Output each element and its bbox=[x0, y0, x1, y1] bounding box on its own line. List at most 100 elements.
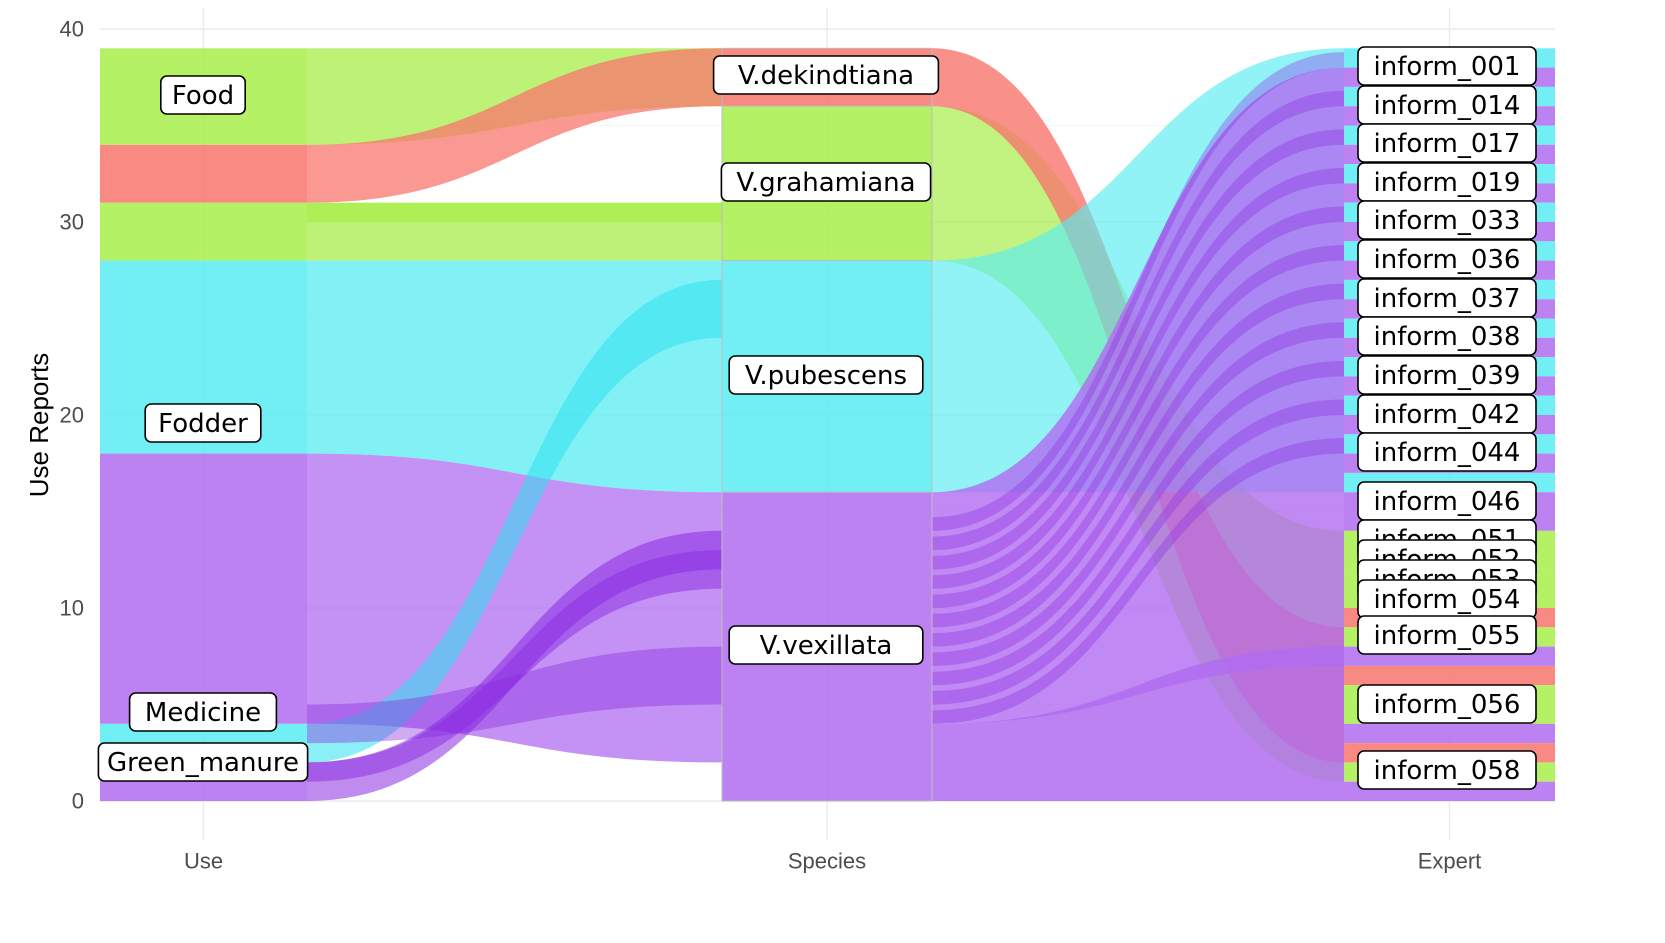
use-label-1-box bbox=[144, 403, 262, 443]
expert-label-6-group: inform_037 bbox=[1357, 278, 1537, 318]
use-label-3-group: Green_manure bbox=[97, 742, 309, 782]
expert-label-5-group: inform_036 bbox=[1357, 239, 1537, 279]
species-label-0-group: V.dekindtiana bbox=[712, 55, 940, 95]
expert-label-11-group: inform_046 bbox=[1357, 481, 1537, 521]
expert-label-6: inform_037 bbox=[1374, 284, 1521, 314]
expert-label-16-group: inform_055 bbox=[1357, 615, 1537, 655]
expert-label-8-box bbox=[1357, 355, 1537, 395]
x-tick-label: Use bbox=[184, 849, 223, 874]
flow-strand bbox=[932, 283, 1344, 647]
flow-strand bbox=[932, 52, 1344, 531]
x-tick-label: Species bbox=[788, 849, 866, 874]
y-tick-label: 40 bbox=[60, 17, 84, 42]
species-label-3-box bbox=[728, 625, 924, 665]
use-label-2-group: Medicine bbox=[128, 692, 278, 732]
flow-use-species bbox=[307, 202, 722, 222]
expert-label-4-box bbox=[1357, 200, 1537, 240]
flow-strand bbox=[932, 90, 1344, 551]
flow-strand bbox=[932, 129, 1344, 570]
flow-strand bbox=[932, 167, 1344, 589]
use-label-0-box bbox=[160, 75, 247, 115]
flow-strand bbox=[932, 322, 1344, 666]
expert-stratum bbox=[1344, 665, 1555, 686]
flow-strand bbox=[932, 399, 1344, 705]
flows bbox=[307, 48, 1344, 801]
use-label-1-group: Fodder bbox=[144, 403, 262, 443]
expert-label-3: inform_019 bbox=[1374, 168, 1521, 198]
expert-label-3-group: inform_019 bbox=[1357, 162, 1537, 202]
expert-label-5-box bbox=[1357, 239, 1537, 279]
use-label-3: Green_manure bbox=[107, 748, 299, 778]
expert-label-0-box bbox=[1357, 46, 1537, 86]
species-label-0: V.dekindtiana bbox=[738, 61, 914, 91]
expert-label-4-group: inform_033 bbox=[1357, 200, 1537, 240]
expert-label-16: inform_055 bbox=[1374, 621, 1521, 651]
species-label-2-box bbox=[728, 355, 924, 395]
use-label-0: Food bbox=[172, 81, 234, 111]
flow-use-species bbox=[307, 550, 722, 782]
expert-label-10-group: inform_044 bbox=[1357, 432, 1537, 472]
expert-label-2-box bbox=[1357, 123, 1537, 163]
expert-label-16-box bbox=[1357, 615, 1537, 655]
y-tick-label: 0 bbox=[72, 789, 84, 814]
expert-label-1-group: inform_014 bbox=[1357, 85, 1537, 125]
expert-label-2: inform_017 bbox=[1374, 129, 1521, 159]
y-axis-title: Use Reports bbox=[24, 353, 54, 498]
species-label-2: V.pubescens bbox=[745, 361, 907, 391]
species-label-1-group: V.grahamiana bbox=[720, 162, 932, 202]
species-label-3: V.vexillata bbox=[760, 631, 893, 661]
flow-strand bbox=[932, 206, 1344, 608]
x-tick-label: Expert bbox=[1418, 849, 1482, 874]
use-stratum bbox=[100, 202, 307, 261]
expert-label-0-group: inform_001 bbox=[1357, 46, 1537, 86]
flow-strand bbox=[932, 360, 1344, 686]
use-stratum bbox=[100, 144, 307, 203]
use-label-3-box bbox=[97, 742, 309, 782]
expert-label-5: inform_036 bbox=[1374, 245, 1521, 275]
expert-label-18-group: inform_058 bbox=[1357, 750, 1537, 790]
expert-label-7: inform_038 bbox=[1374, 322, 1521, 352]
expert-label-18-box bbox=[1357, 750, 1537, 790]
flow-strand bbox=[932, 245, 1344, 628]
use-label-0-group: Food bbox=[160, 75, 247, 115]
expert-label-1: inform_014 bbox=[1374, 91, 1521, 121]
expert-label-15-group: inform_054 bbox=[1357, 579, 1537, 619]
expert-label-0: inform_001 bbox=[1374, 52, 1521, 82]
species-label-0-box bbox=[712, 55, 940, 95]
species-label-1-box bbox=[720, 162, 932, 202]
axes: 0 10 20 30 40 Use Species Expert bbox=[60, 17, 1482, 874]
expert-label-15: inform_054 bbox=[1374, 585, 1521, 615]
use-label-2: Medicine bbox=[145, 698, 261, 728]
expert-label-7-box bbox=[1357, 316, 1537, 356]
use-label-2-box bbox=[128, 692, 278, 732]
expert-label-17: inform_056 bbox=[1374, 690, 1521, 720]
expert-label-9: inform_042 bbox=[1374, 400, 1521, 430]
species-label-2-group: V.pubescens bbox=[728, 355, 924, 395]
flow-use-species bbox=[307, 260, 722, 493]
flow-use-species bbox=[307, 279, 722, 763]
flow-species-expert bbox=[932, 646, 1344, 801]
expert-label-8-group: inform_039 bbox=[1357, 355, 1537, 395]
expert-label-10: inform_044 bbox=[1374, 438, 1521, 468]
flow-species-expert bbox=[932, 67, 1344, 724]
expert-label-7-group: inform_038 bbox=[1357, 316, 1537, 356]
y-tick-label: 30 bbox=[60, 210, 84, 235]
y-tick-label: 10 bbox=[60, 596, 84, 621]
expert-label-2-group: inform_017 bbox=[1357, 123, 1537, 163]
use-label-1: Fodder bbox=[158, 409, 248, 439]
stratum-labels: Food Fodder Medicine Green_manure V.dekindti… bbox=[97, 46, 1537, 790]
expert-label-8: inform_039 bbox=[1374, 361, 1521, 391]
expert-label-10-box bbox=[1357, 432, 1537, 472]
expert-label-4: inform_033 bbox=[1374, 206, 1521, 236]
expert-label-17-box bbox=[1357, 684, 1537, 724]
flow-use-species bbox=[307, 48, 722, 203]
y-tick-label: 20 bbox=[60, 403, 84, 428]
flow-strand bbox=[932, 438, 1344, 724]
expert-label-9-group: inform_042 bbox=[1357, 394, 1537, 434]
species-label-1: V.grahamiana bbox=[736, 168, 915, 198]
species-label-3-group: V.vexillata bbox=[728, 625, 924, 665]
expert-stratum bbox=[1344, 723, 1555, 744]
flow-use-species bbox=[307, 646, 722, 744]
expert-label-11: inform_046 bbox=[1374, 487, 1521, 517]
